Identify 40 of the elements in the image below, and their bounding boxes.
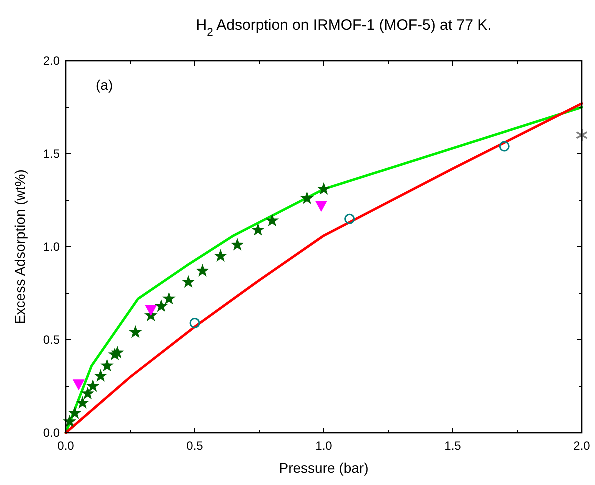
annotation: (a) [96,77,114,93]
point [300,192,314,204]
chart-title: H$_{2}$ Adsorption on IRMOF-1 (MOF-5) at 77 K. [196,17,492,39]
x-axis-title: Pressure (bar) [279,460,369,476]
point [86,380,100,392]
point [76,396,90,409]
y-tick-label: 1.5 [43,147,60,162]
x-tick-label: 0.5 [186,439,204,453]
point [252,223,265,236]
y-tick-label: 1.0 [43,240,60,254]
point [129,326,142,338]
y-axis-title: Excess Adsorption (wt%) [12,170,28,324]
point [576,128,588,142]
point [162,292,176,305]
point [63,414,77,428]
point [145,305,158,316]
x-tick-label: 1.5 [444,439,462,453]
y-tick-label: 0.5 [43,333,60,348]
point [499,141,510,152]
x-tick-label: 2.0 [574,439,591,453]
point [344,214,356,224]
x-tick-label: 1.0 [316,439,333,453]
point [154,300,168,312]
x-tick-label: 0.0 [58,439,75,453]
point [315,201,328,212]
y-tick-label: 2.0 [43,54,60,68]
point [81,386,95,400]
y-tick-label: 0.0 [43,426,60,440]
point [94,369,108,382]
point [68,406,82,420]
point [190,318,200,329]
point [317,182,331,196]
point [72,380,85,391]
point [196,264,210,277]
point [182,275,196,288]
point [230,238,244,251]
point [214,249,228,262]
point [266,214,280,227]
point [100,359,114,372]
point [110,346,124,359]
